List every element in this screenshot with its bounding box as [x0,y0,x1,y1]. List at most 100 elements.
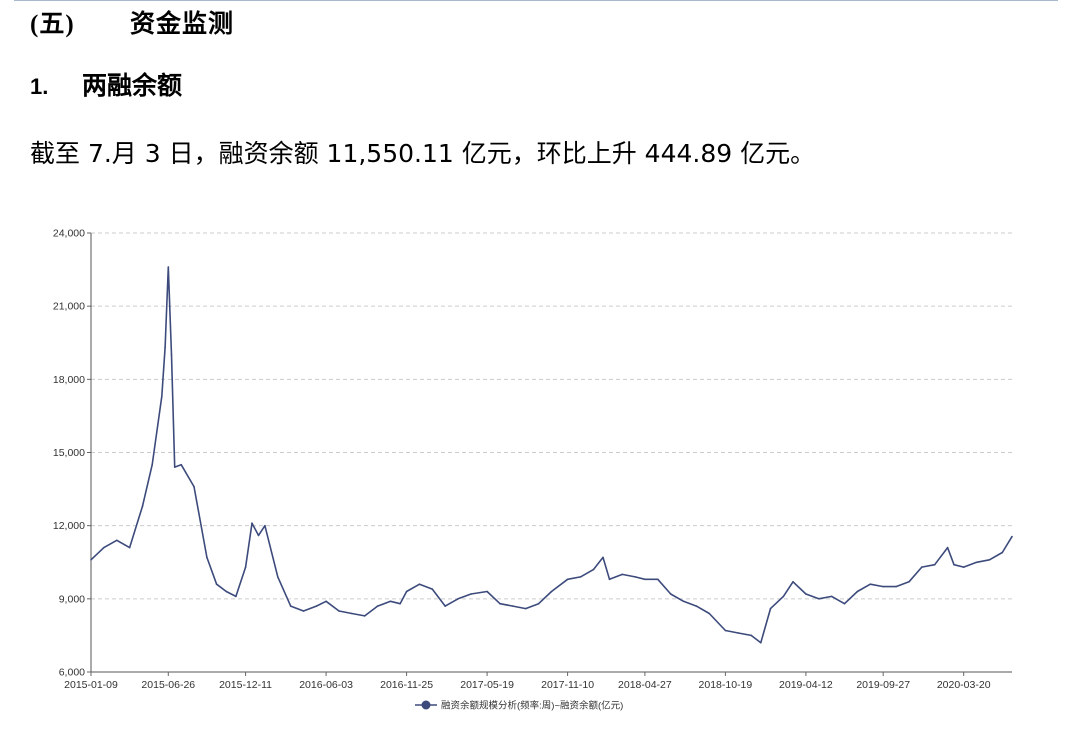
y-tick-label: 24,000 [53,228,85,240]
data-point [608,578,611,581]
x-tick-label: 2017-11-10 [541,679,594,691]
data-point [244,566,247,568]
data-point [669,593,672,595]
data-point [399,602,401,605]
y-tick-label: 15,000 [53,447,85,459]
section-heading: (五) 资金监测 [30,4,234,40]
data-point [444,605,447,607]
data-point [760,641,762,644]
data-point [695,605,698,607]
x-tick-label: 2016-11-25 [380,679,433,691]
data-point [363,615,366,617]
line-chart-svg: 6,000 9,000 12,000 15,000 18,000 21,000 24,000… [53,228,1013,712]
data-point [235,595,237,598]
data-point [128,546,131,549]
data-point [103,546,105,549]
data-point [499,602,501,605]
margin-balance-chart: 6,000 9,000 12,000 15,000 18,000 21,000 24,000… [0,210,1080,739]
subsection-heading: 1. 两融余额 [30,66,182,102]
data-point [933,563,936,566]
x-tick-label: 2015-01-09 [64,679,118,691]
data-point [550,590,553,593]
data-point [470,593,472,595]
data-point [737,632,740,634]
data-point [856,590,859,593]
data-point [164,346,166,349]
data-point [975,561,978,564]
data-point [724,629,727,632]
data-point [921,566,923,568]
data-point [431,588,434,590]
data-point [818,598,820,600]
summary-paragraph: 截至 7.月 3 日，融资余额 11,550.11 亿元，环比上升 444.89… [30,139,816,168]
data-point [602,556,604,559]
data-point [644,578,646,581]
data-point [90,559,92,561]
x-tick-label: 2020-03-20 [937,679,991,691]
data-point [621,573,624,576]
data-point [161,395,163,398]
data-point [566,578,569,581]
data-point [376,605,379,607]
data-point [206,556,208,559]
data-point [657,578,659,581]
legend-label: 融资余额规模分析(频率:周)~融资余额(亿元) [441,700,623,712]
data-point [946,546,949,549]
data-point [869,583,872,585]
data-point [882,585,884,588]
data-point [338,610,340,612]
data-point [264,524,266,527]
data-point [579,576,582,578]
data-point [592,568,595,571]
y-tick-label: 12,000 [53,520,85,532]
data-point [302,610,305,612]
data-point [215,583,218,585]
y-tick-label: 18,000 [53,374,85,386]
data-point [225,590,228,593]
data-point [524,607,527,610]
data-point [792,581,794,583]
x-tick-label: 2018-04-27 [618,679,672,691]
data-point [537,602,540,605]
data-point [843,602,846,605]
data-point [1011,535,1013,538]
data-point [782,595,785,598]
data-point [251,522,253,524]
data-point [257,534,260,537]
data-point [512,605,514,607]
data-point [634,576,636,578]
data-point [289,605,292,607]
x-tick-label: 2019-09-27 [856,679,910,691]
x-tick-label: 2015-06-26 [141,679,195,691]
y-tick-label: 21,000 [53,301,85,313]
data-point [708,612,711,615]
data-point [1001,551,1004,554]
data-point [170,354,173,356]
section-number: (五) [30,11,75,38]
data-point [682,600,685,603]
x-tick-label: 2017-05-19 [460,679,514,691]
data-point [277,576,279,578]
y-tick-label: 6,000 [59,667,85,679]
data-point [805,593,807,595]
data-point [151,463,153,466]
data-point [325,600,327,603]
data-point [895,585,897,588]
data-point [908,581,910,583]
data-point [315,605,318,607]
data-point [167,266,170,268]
x-tick-label: 2015-12-11 [219,679,272,691]
data-point [418,583,421,585]
data-point [988,559,991,561]
data-point [193,485,195,488]
data-point [405,590,408,593]
data-point [141,505,144,508]
page-top-border [14,0,1058,4]
data-point [486,590,488,593]
data-point [457,598,459,600]
data-point [116,539,118,542]
legend-marker [421,700,431,710]
subsection-number: 1. [30,74,49,99]
data-point [830,595,833,598]
data-point [389,600,392,603]
